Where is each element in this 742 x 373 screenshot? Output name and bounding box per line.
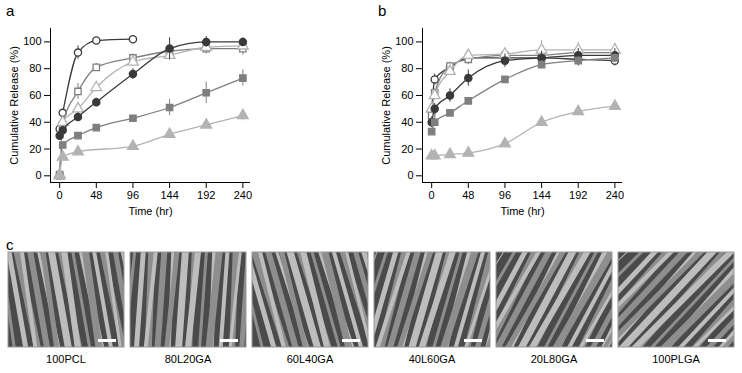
svg-text:0: 0: [35, 169, 41, 181]
svg-text:48: 48: [90, 189, 102, 201]
svg-text:192: 192: [197, 189, 215, 201]
svg-text:60: 60: [29, 89, 41, 101]
html-text:c: c: [6, 236, 14, 253]
svg-text:40L60GA: 40L60GA: [409, 353, 456, 365]
svg-text:100PLGA: 100PLGA: [652, 353, 700, 365]
svg-text:100: 100: [395, 35, 413, 47]
svg-text:192: 192: [569, 189, 587, 201]
svg-text:48: 48: [462, 189, 474, 201]
svg-text:Cumulative Release (%): Cumulative Release (%): [380, 46, 392, 165]
svg-text:96: 96: [499, 189, 511, 201]
svg-text:0: 0: [407, 169, 413, 181]
svg-text:80: 80: [401, 62, 413, 74]
svg-text:Time (hr): Time (hr): [128, 205, 172, 217]
svg-text:240: 240: [606, 189, 624, 201]
svg-text:Time (hr): Time (hr): [500, 205, 544, 217]
svg-text:40: 40: [29, 116, 41, 128]
svg-text:100PCL: 100PCL: [46, 353, 86, 365]
svg-text:60L40GA: 60L40GA: [287, 353, 334, 365]
svg-text:100: 100: [23, 35, 41, 47]
svg-text:0: 0: [429, 189, 435, 201]
svg-text:40: 40: [401, 116, 413, 128]
svg-text:144: 144: [160, 189, 178, 201]
svg-text:80L20GA: 80L20GA: [165, 353, 212, 365]
html-text:a: a: [6, 2, 15, 19]
svg-text:80: 80: [29, 62, 41, 74]
svg-text:20: 20: [401, 143, 413, 155]
svg-text:144: 144: [532, 189, 550, 201]
svg-text:96: 96: [127, 189, 139, 201]
svg-text:60: 60: [401, 89, 413, 101]
svg-text:20: 20: [29, 143, 41, 155]
svg-text:20L80GA: 20L80GA: [531, 353, 578, 365]
html-text:b: b: [378, 2, 387, 19]
svg-text:Cumulative Release (%): Cumulative Release (%): [8, 46, 20, 165]
svg-text:0: 0: [57, 189, 63, 201]
svg-text:240: 240: [234, 189, 252, 201]
